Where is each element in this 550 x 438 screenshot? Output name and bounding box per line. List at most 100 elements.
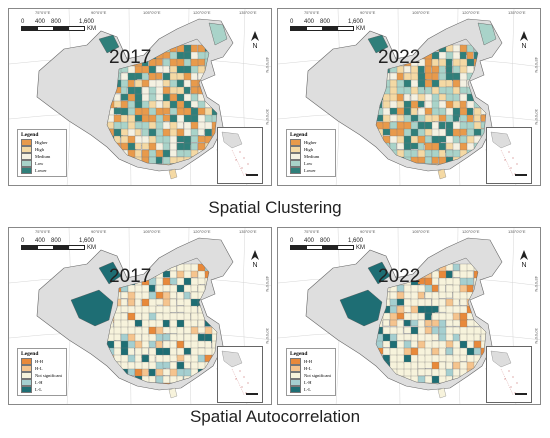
year-label: 2022 — [378, 266, 421, 287]
legend: Legend H-H H-L Not significant L-H — [17, 348, 67, 396]
north-label: N — [252, 262, 258, 269]
legend-swatch — [290, 160, 301, 167]
north-label: N — [252, 43, 258, 50]
scale-label: 1,600 — [79, 238, 95, 244]
legend-item: L-H — [21, 379, 63, 386]
legend-item: Medium — [290, 153, 332, 160]
legend-label: Not significant — [304, 373, 331, 378]
scale-label: 1,600 — [79, 19, 95, 25]
legend: Legend H-H H-L Not significant L-H — [286, 348, 336, 396]
hainan-island — [168, 387, 178, 399]
scale-label: 1,600 — [348, 238, 364, 244]
legend-label: High — [304, 147, 313, 152]
graticule-label: 75°0'0"E — [35, 229, 51, 234]
scale-unit: KM — [356, 26, 365, 32]
graticule-label: 30°0'0"N — [534, 109, 539, 125]
legend-label: H-H — [35, 359, 43, 364]
legend-swatch — [21, 139, 32, 146]
legend-item: L-H — [290, 379, 332, 386]
south-china-sea-inset — [486, 127, 532, 184]
north-arrow-icon: N — [251, 31, 259, 50]
graticule-label: 75°0'0"E — [304, 229, 320, 234]
legend-label: Higher — [304, 140, 317, 145]
legend-label: Lower — [304, 168, 316, 173]
china-map — [278, 9, 540, 185]
graticule-label: 105°0'0"E — [143, 229, 161, 234]
scale-label: 0 — [290, 238, 294, 244]
graticule-label: 105°0'0"E — [412, 10, 430, 15]
graticule-label: 30°0'0"N — [534, 328, 539, 344]
graticule-label: 90°0'0"E — [360, 229, 376, 234]
scale-unit: KM — [356, 245, 365, 251]
scale-label: 0 — [21, 19, 25, 25]
hainan-island — [168, 168, 178, 180]
scale-label: 400 — [35, 238, 46, 244]
graticule-label: 45°0'0"N — [265, 276, 270, 292]
map-panel-clustering-2022: 75°0'0"E 90°0'0"E 105°0'0"E 120°0'0"E 13… — [277, 8, 541, 186]
legend-label: Not significant — [35, 373, 62, 378]
graticule-label: 120°0'0"E — [462, 10, 480, 15]
legend-swatch — [290, 365, 301, 372]
caption-spatial-autocorrelation: Spatial Autocorrelation — [189, 407, 361, 426]
legend-item: High — [21, 146, 63, 153]
south-china-sea-inset — [217, 127, 263, 184]
legend-label: Medium — [304, 154, 320, 159]
legend-swatch — [290, 386, 301, 393]
legend-swatch — [290, 358, 301, 365]
year-label: 2017 — [109, 266, 152, 287]
graticule-label: 90°0'0"E — [91, 229, 107, 234]
legend-label: H-L — [35, 366, 43, 371]
hainan-island — [437, 168, 447, 180]
caption-spatial-clustering: Spatial Clustering — [208, 198, 342, 217]
graticule-label: 30°0'0"N — [265, 328, 270, 344]
legend-item: Medium — [21, 153, 63, 160]
legend-swatch — [290, 379, 301, 386]
graticule-label: 120°0'0"E — [193, 10, 211, 15]
legend-swatch — [21, 379, 32, 386]
graticule-label: 105°0'0"E — [143, 10, 161, 15]
legend-title: Legend — [290, 351, 308, 357]
legend-swatch — [21, 167, 32, 174]
graticule-label: 120°0'0"E — [193, 229, 211, 234]
legend-label: Low — [304, 161, 313, 166]
scale-bar: 0 400 800 1,600 KM — [21, 19, 96, 32]
china-map — [9, 228, 271, 404]
graticule-label: 135°0'0"E — [508, 229, 526, 234]
china-map — [9, 9, 271, 185]
scale-label: 400 — [304, 238, 315, 244]
scale-label: 800 — [320, 19, 331, 25]
graticule-label: 135°0'0"E — [239, 10, 257, 15]
graticule-label: 75°0'0"E — [304, 10, 320, 15]
legend-item: H-L — [21, 365, 63, 372]
map-panel-clustering-2017: 75°0'0"E 90°0'0"E 105°0'0"E 120°0'0"E 13… — [8, 8, 272, 186]
graticule-label: 45°0'0"N — [534, 276, 539, 292]
legend-title: Legend — [21, 132, 39, 138]
china-map — [278, 228, 540, 404]
graticule-label: 120°0'0"E — [462, 229, 480, 234]
graticule-label: 90°0'0"E — [360, 10, 376, 15]
scale-bar: 0 400 800 1,600 KM — [21, 238, 96, 251]
legend-item: H-H — [290, 358, 332, 365]
graticule-label: 135°0'0"E — [508, 10, 526, 15]
south-china-sea-inset — [486, 346, 532, 403]
legend-item: Higher — [21, 139, 63, 146]
legend-label: H-L — [304, 366, 312, 371]
legend-label: Low — [35, 161, 44, 166]
legend-item: High — [290, 146, 332, 153]
hainan-island — [437, 387, 447, 399]
year-label: 2022 — [378, 47, 421, 68]
legend-label: L-H — [35, 380, 43, 385]
graticule-label: 45°0'0"N — [534, 57, 539, 73]
legend-swatch — [21, 365, 32, 372]
scale-label: 0 — [21, 238, 25, 244]
legend-item: Not significant — [21, 372, 63, 379]
north-label: N — [521, 43, 527, 50]
legend-item: Low — [21, 160, 63, 167]
graticule-label: 105°0'0"E — [412, 229, 430, 234]
legend-swatch — [290, 372, 301, 379]
legend-item: Not significant — [290, 372, 332, 379]
legend: Legend Higher High Medium Low — [17, 129, 67, 177]
legend-swatch — [290, 167, 301, 174]
legend-label: L-L — [304, 387, 311, 392]
south-china-sea-inset — [217, 346, 263, 403]
